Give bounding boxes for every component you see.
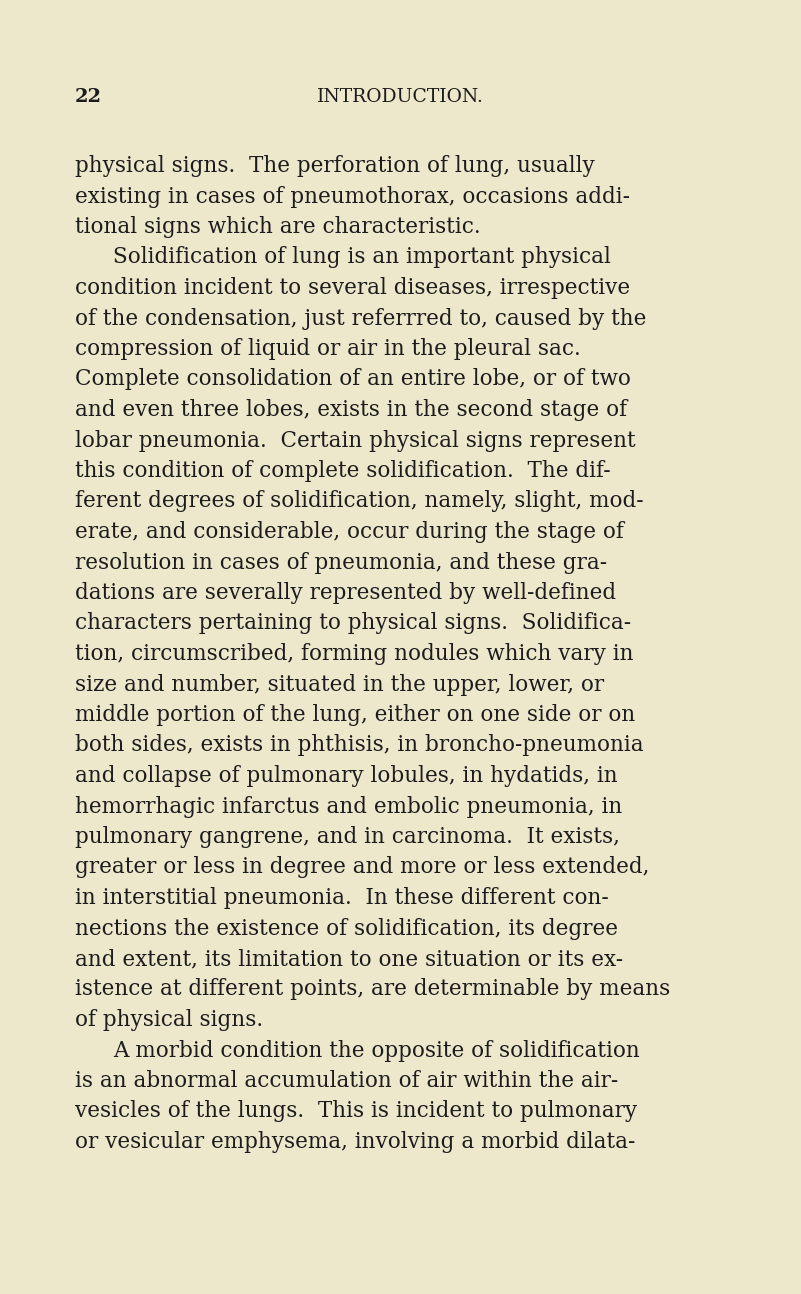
Text: and even three lobes, exists in the second stage of: and even three lobes, exists in the seco… bbox=[75, 399, 627, 421]
Text: physical signs.  The perforation of lung, usually: physical signs. The perforation of lung,… bbox=[75, 155, 595, 177]
Text: and extent, its limitation to one situation or its ex-: and extent, its limitation to one situat… bbox=[75, 949, 623, 970]
Text: in interstitial pneumonia.  In these different con-: in interstitial pneumonia. In these diff… bbox=[75, 886, 609, 908]
Text: Solidification of lung is an important physical: Solidification of lung is an important p… bbox=[113, 246, 611, 268]
Text: condition incident to several diseases, irrespective: condition incident to several diseases, … bbox=[75, 277, 630, 299]
Text: hemorrhagic infarctus and embolic pneumonia, in: hemorrhagic infarctus and embolic pneumo… bbox=[75, 796, 622, 818]
Text: nections the existence of solidification, its degree: nections the existence of solidification… bbox=[75, 917, 618, 939]
Text: erate, and considerable, occur during the stage of: erate, and considerable, occur during th… bbox=[75, 521, 624, 543]
Text: this condition of complete solidification.  The dif-: this condition of complete solidificatio… bbox=[75, 459, 610, 481]
Text: lobar pneumonia.  Certain physical signs represent: lobar pneumonia. Certain physical signs … bbox=[75, 430, 636, 452]
Text: istence at different points, are determinable by means: istence at different points, are determi… bbox=[75, 978, 670, 1000]
Text: both sides, exists in phthisis, in broncho-pneumonia: both sides, exists in phthisis, in bronc… bbox=[75, 735, 644, 757]
Text: of the condensation, just referrred to, caused by the: of the condensation, just referrred to, … bbox=[75, 308, 646, 330]
Text: middle portion of the lung, either on one side or on: middle portion of the lung, either on on… bbox=[75, 704, 635, 726]
Text: of physical signs.: of physical signs. bbox=[75, 1009, 263, 1031]
Text: size and number, situated in the upper, lower, or: size and number, situated in the upper, … bbox=[75, 673, 604, 695]
Text: characters pertaining to physical signs.  Solidifica-: characters pertaining to physical signs.… bbox=[75, 612, 631, 634]
Text: 22: 22 bbox=[75, 88, 102, 106]
Text: INTRODUCTION.: INTRODUCTION. bbox=[317, 88, 484, 106]
Text: and collapse of pulmonary lobules, in hydatids, in: and collapse of pulmonary lobules, in hy… bbox=[75, 765, 618, 787]
Text: ferent degrees of solidification, namely, slight, mod-: ferent degrees of solidification, namely… bbox=[75, 490, 644, 512]
Text: compression of liquid or air in the pleural sac.: compression of liquid or air in the pleu… bbox=[75, 338, 581, 360]
Text: is an abnormal accumulation of air within the air-: is an abnormal accumulation of air withi… bbox=[75, 1070, 618, 1092]
Text: existing in cases of pneumothorax, occasions addi-: existing in cases of pneumothorax, occas… bbox=[75, 185, 630, 207]
Text: tion, circumscribed, forming nodules which vary in: tion, circumscribed, forming nodules whi… bbox=[75, 643, 634, 665]
Text: vesicles of the lungs.  This is incident to pulmonary: vesicles of the lungs. This is incident … bbox=[75, 1100, 637, 1122]
Text: or vesicular emphysema, involving a morbid dilata-: or vesicular emphysema, involving a morb… bbox=[75, 1131, 635, 1153]
Text: A morbid condition the opposite of solidification: A morbid condition the opposite of solid… bbox=[113, 1039, 640, 1061]
Text: dations are severally represented by well-defined: dations are severally represented by wel… bbox=[75, 582, 616, 604]
Text: pulmonary gangrene, and in carcinoma.  It exists,: pulmonary gangrene, and in carcinoma. It… bbox=[75, 826, 620, 848]
Text: tional signs which are characteristic.: tional signs which are characteristic. bbox=[75, 216, 481, 238]
Text: greater or less in degree and more or less extended,: greater or less in degree and more or le… bbox=[75, 857, 650, 879]
Text: Complete consolidation of an entire lobe, or of two: Complete consolidation of an entire lobe… bbox=[75, 369, 631, 391]
Text: resolution in cases of pneumonia, and these gra-: resolution in cases of pneumonia, and th… bbox=[75, 551, 607, 573]
